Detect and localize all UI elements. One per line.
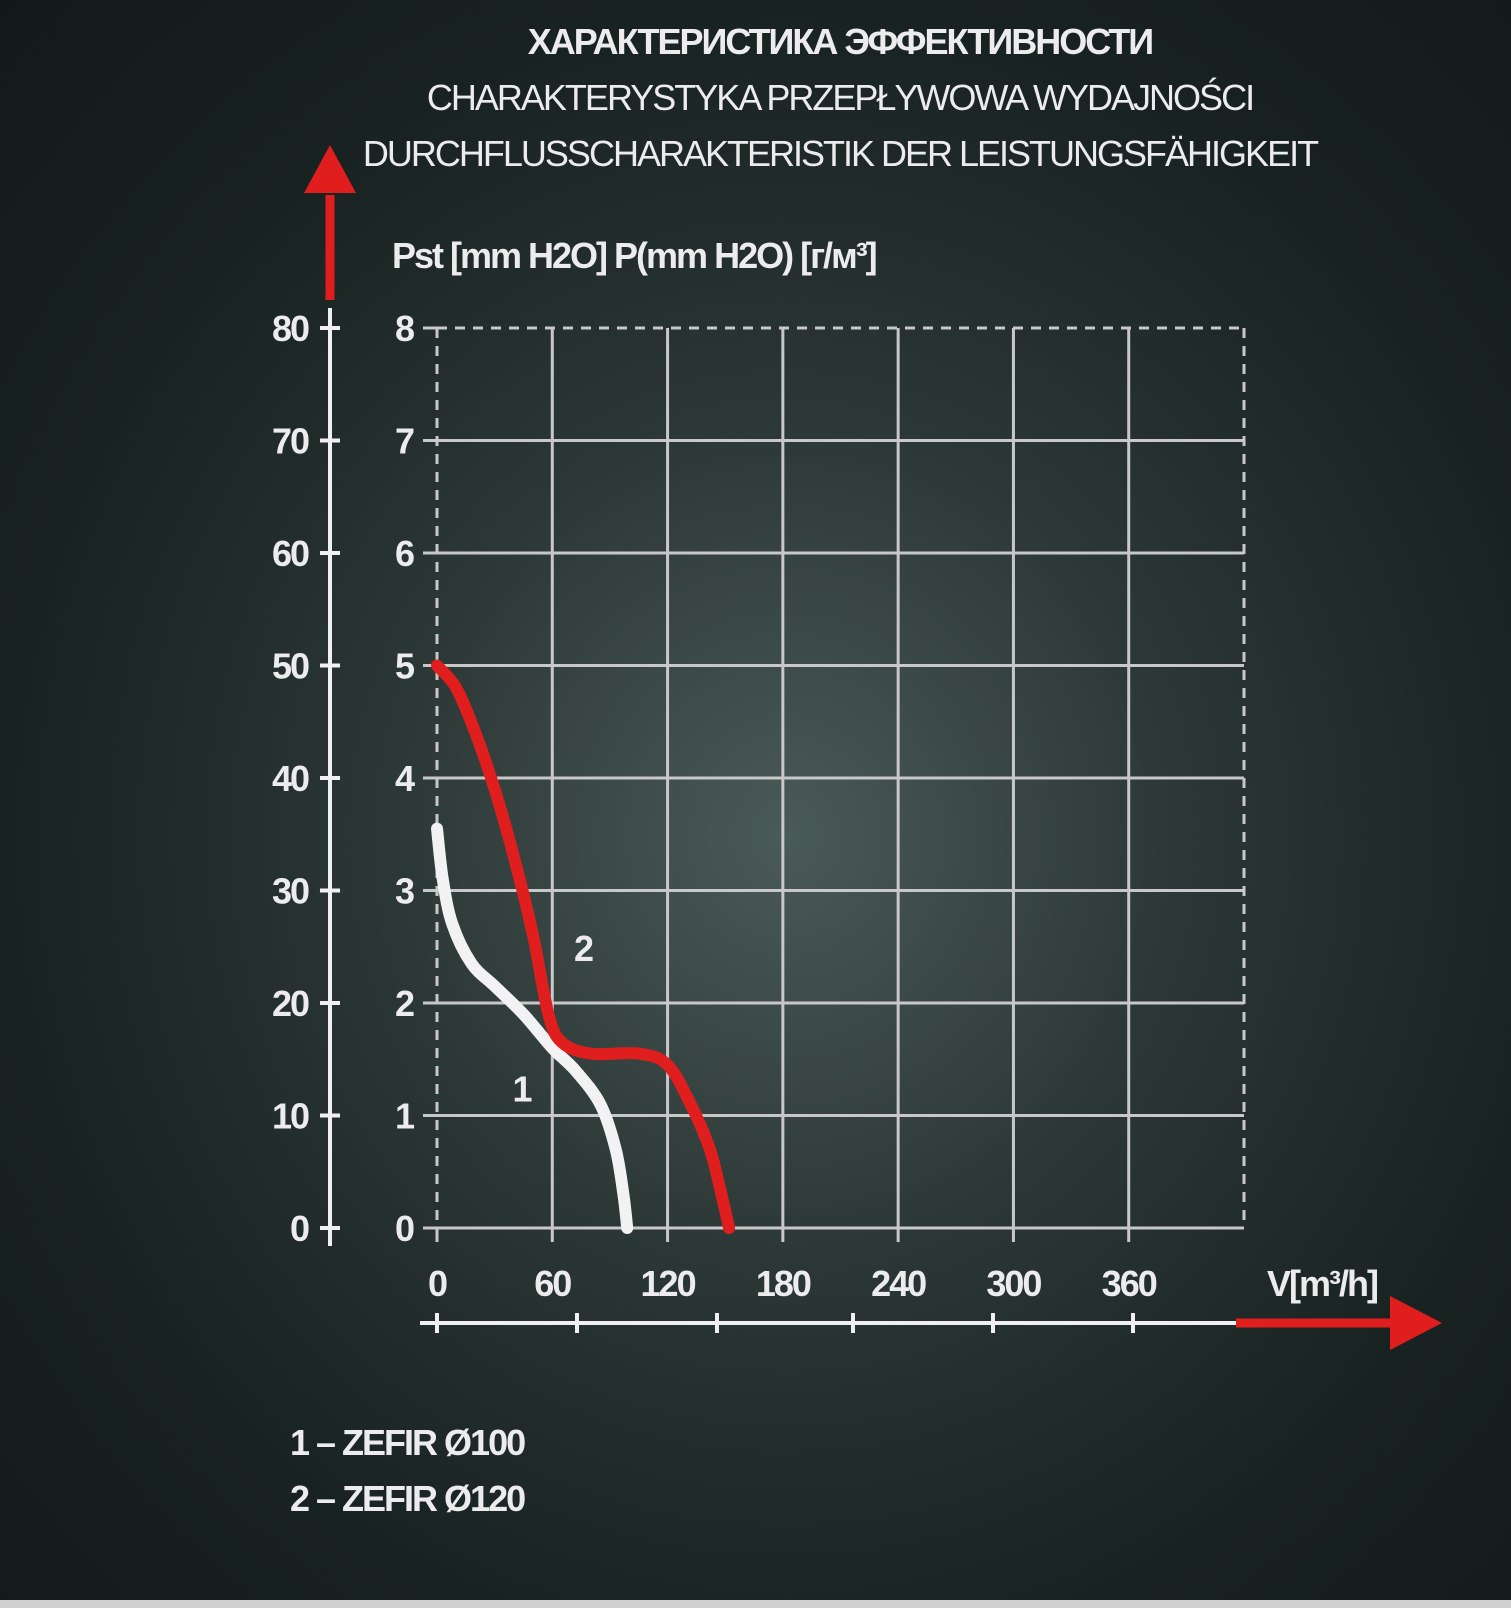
- y2-tick-label: 20: [272, 983, 309, 1024]
- bottom-border: [0, 1600, 1511, 1608]
- series-line-1: [431, 822, 634, 1234]
- x-tick-label: 300: [986, 1263, 1041, 1304]
- y2-tick-label: 50: [272, 646, 309, 687]
- x-tick-label: 120: [641, 1263, 696, 1304]
- chart-titles: ХАРАКТЕРИСТИКА ЭФФЕКТИВНОСТИ CHARAKTERYS…: [0, 14, 1511, 182]
- curve-label-2: 2: [574, 928, 593, 969]
- y-tick-label: 4: [395, 758, 415, 799]
- x-tick-label: 60: [534, 1263, 571, 1304]
- y-tick-label: 2: [395, 983, 414, 1024]
- x-tick-label: 240: [871, 1263, 926, 1304]
- legend: 1 – ZEFIR Ø100 2 – ZEFIR Ø120: [290, 1415, 526, 1527]
- y-tick-label: 1: [395, 1096, 415, 1137]
- chart-series: [431, 659, 736, 1234]
- y2-tick-label: 40: [272, 758, 309, 799]
- x-tick-label: 180: [756, 1263, 811, 1304]
- x-axis-arrow-icon: [1390, 1296, 1442, 1350]
- y-axis-arrow-icon: [304, 145, 356, 193]
- y-tick-label: 5: [395, 646, 415, 687]
- chart-title-ru: ХАРАКТЕРИСТИКА ЭФФЕКТИВНОСТИ: [527, 21, 1154, 62]
- series-line-2: [431, 659, 736, 1234]
- chart-labels: 12: [513, 928, 595, 1110]
- x-axis-title: V[m³/h]: [1267, 1263, 1377, 1304]
- y2-tick-label: 10: [272, 1096, 309, 1137]
- legend-item-1: 1 – ZEFIR Ø100: [290, 1422, 526, 1463]
- y-axis-title: Pst [mm H2O] P(mm H2O) [г/м³]: [392, 235, 876, 276]
- y-tick-label: 6: [395, 533, 414, 574]
- y2-tick-label: 30: [272, 871, 309, 912]
- y-tick-label: 0: [395, 1208, 414, 1249]
- y-tick-label: 3: [395, 871, 414, 912]
- curve-label-1: 1: [513, 1068, 533, 1109]
- chart-title-pl: CHARAKTERYSTYKA PRZEPŁYWOWA WYDAJNOŚCI: [426, 77, 1255, 118]
- chart-title-de: DURCHFLUSSCHARAKTERISTIK DER LEISTUNGSFÄ…: [362, 133, 1319, 174]
- y2-tick-label: 70: [272, 421, 309, 462]
- x-tick-label: 360: [1102, 1263, 1157, 1304]
- y2-tick-label: 80: [272, 308, 309, 349]
- y2-tick-label: 0: [290, 1208, 309, 1249]
- y2-tick-label: 60: [272, 533, 309, 574]
- y-tick-label: 7: [395, 421, 414, 462]
- x-tick-label: 0: [428, 1263, 447, 1304]
- legend-item-2: 2 – ZEFIR Ø120: [290, 1478, 526, 1519]
- y-tick-label: 8: [395, 308, 414, 349]
- chart-grid: [437, 326, 1246, 1228]
